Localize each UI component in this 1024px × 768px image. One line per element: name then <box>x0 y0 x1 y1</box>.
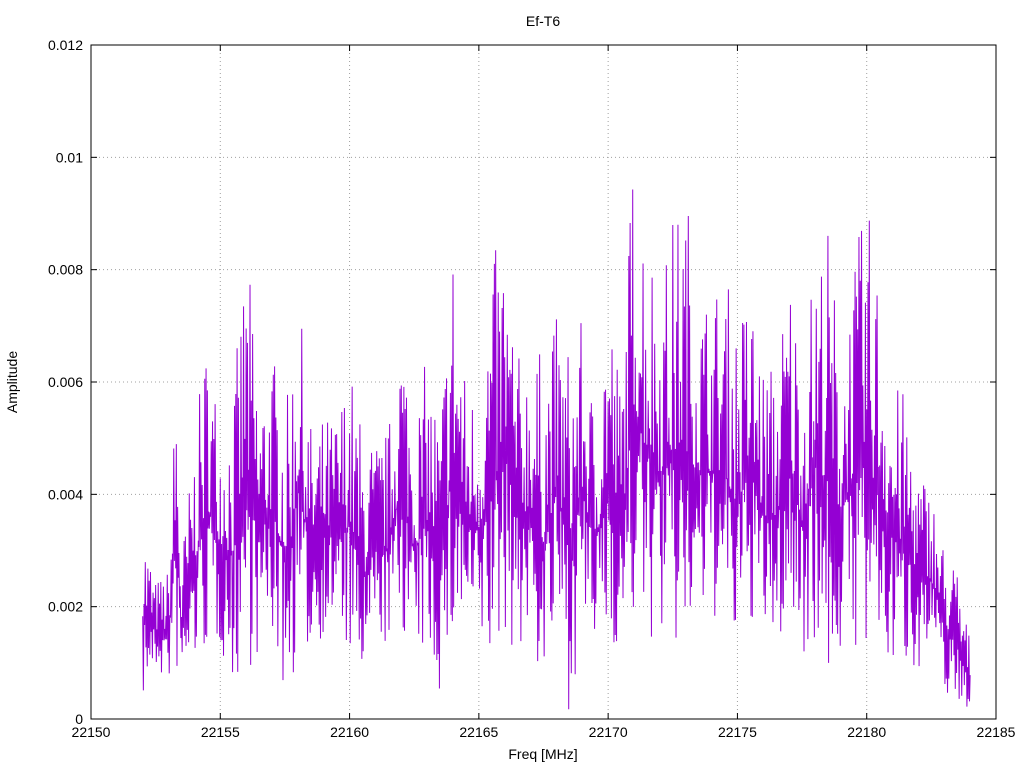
x-tick-label: 22160 <box>330 724 369 740</box>
y-axis-title: Amplitude <box>4 351 20 413</box>
chart-title: Ef-T6 <box>526 13 560 29</box>
x-tick-label: 22150 <box>72 724 111 740</box>
series-area <box>142 189 971 710</box>
y-tick-label: 0.002 <box>48 599 83 615</box>
x-tick-label: 22180 <box>847 724 886 740</box>
y-tick-label: 0.012 <box>48 37 83 53</box>
x-tick-label: 22175 <box>718 724 757 740</box>
ticks: 22150 22155 22160 22165 22170 22175 22180 22185… <box>48 37 1016 740</box>
y-tick-label: 0.01 <box>56 149 83 165</box>
x-axis-title: Freq [MHz] <box>508 746 577 762</box>
y-tick-label: 0.008 <box>48 262 83 278</box>
x-tick-label: 22165 <box>459 724 498 740</box>
y-tick-label: 0.004 <box>48 486 83 502</box>
y-tick-label: 0 <box>75 711 83 727</box>
x-tick-label: 22170 <box>589 724 628 740</box>
x-tick-label: 22185 <box>977 724 1016 740</box>
y-tick-label: 0.006 <box>48 374 83 390</box>
x-tick-label: 22155 <box>201 724 240 740</box>
series-line <box>142 189 971 710</box>
